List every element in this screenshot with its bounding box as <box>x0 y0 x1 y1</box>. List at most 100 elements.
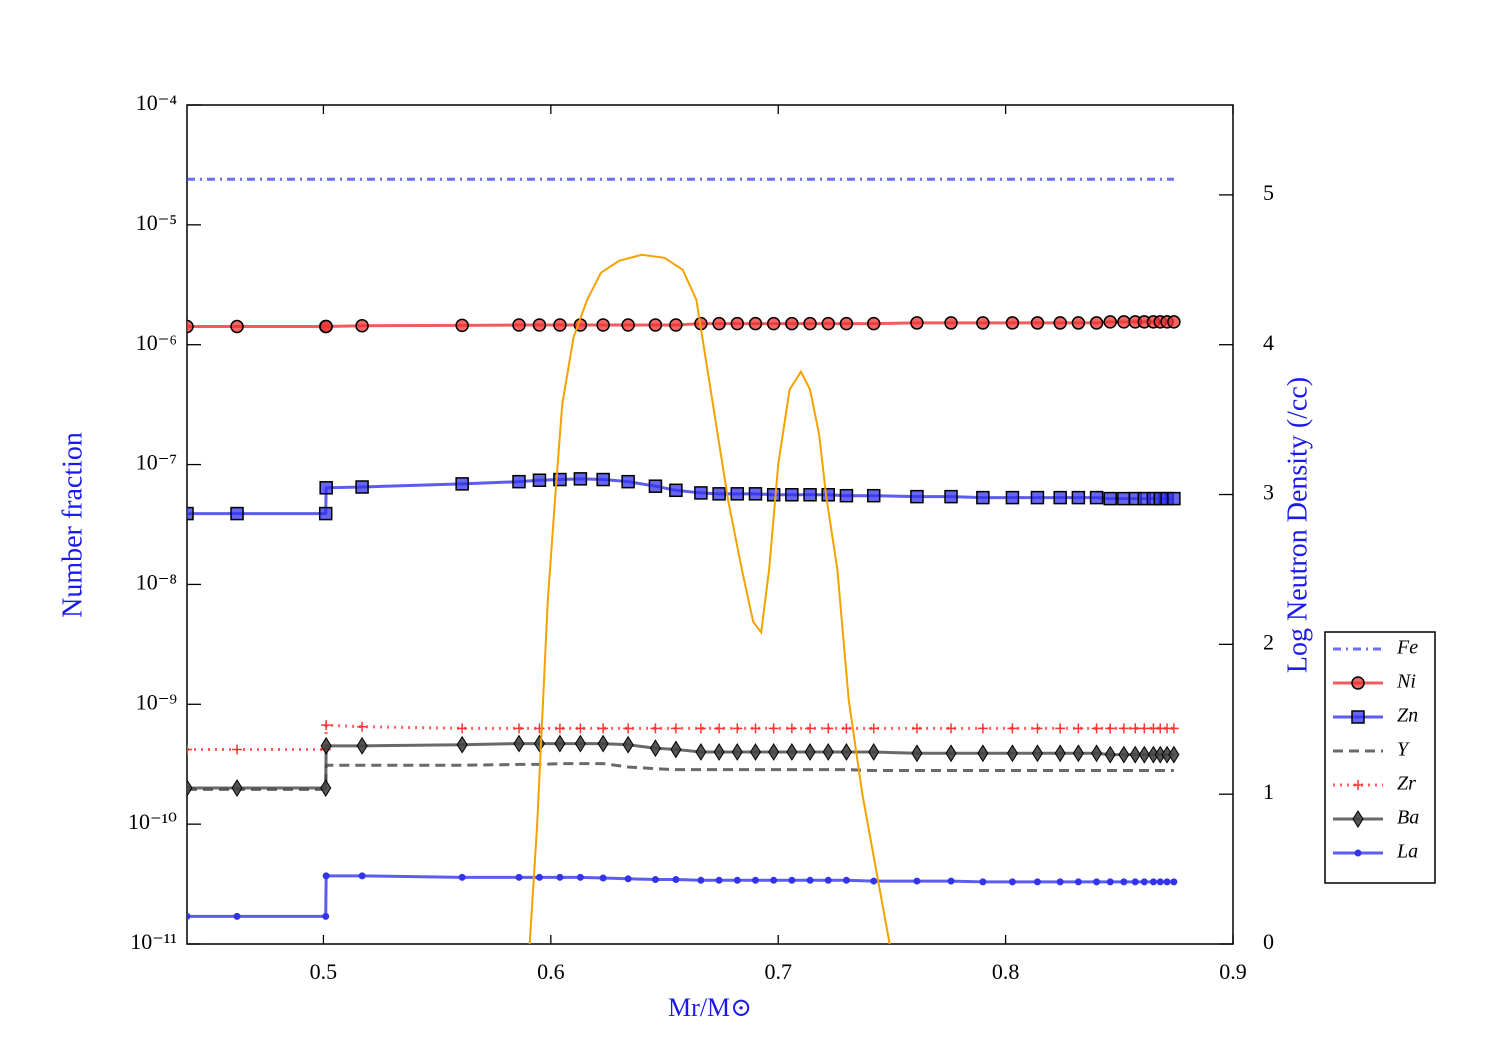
x-axis-label: Mr/M⊙ <box>668 993 752 1022</box>
x-tick-label: 0.8 <box>992 959 1020 984</box>
data-point <box>768 723 779 734</box>
y2-tick-label: 2 <box>1263 629 1274 654</box>
data-point <box>515 873 523 881</box>
data-point <box>770 876 778 884</box>
data-point <box>868 723 879 734</box>
data-point <box>1053 490 1067 505</box>
data-point <box>319 481 333 495</box>
data-point <box>455 477 469 491</box>
data-point <box>751 876 759 884</box>
data-point <box>766 488 781 502</box>
data-point <box>910 316 924 330</box>
data-point <box>750 723 761 734</box>
data-point <box>535 873 543 881</box>
legend-box <box>1324 631 1436 884</box>
series-line <box>187 723 1174 751</box>
x-tick-label: 0.6 <box>537 959 565 984</box>
data-point <box>977 744 989 763</box>
data-point <box>513 734 525 753</box>
data-point <box>821 316 835 331</box>
legend-label: La <box>1396 841 1418 863</box>
data-point <box>1030 316 1045 330</box>
data-point <box>1056 878 1064 886</box>
data-point <box>1074 878 1082 886</box>
data-point <box>322 872 330 880</box>
data-point <box>187 506 194 521</box>
y2-tick-label: 4 <box>1263 330 1274 355</box>
data-point <box>320 779 332 798</box>
data-point <box>187 319 194 334</box>
data-point <box>1053 316 1067 330</box>
data-point <box>1168 745 1180 764</box>
data-point <box>355 480 369 494</box>
data-point <box>513 723 524 734</box>
data-point <box>1130 723 1141 734</box>
data-point <box>455 318 469 333</box>
data-point <box>697 876 705 884</box>
data-point <box>672 876 680 884</box>
plot-frame <box>186 104 1234 945</box>
data-point <box>803 488 817 502</box>
x-tick-label: 0.5 <box>310 959 338 984</box>
series-line <box>187 477 1174 516</box>
data-point <box>712 487 726 501</box>
data-point <box>1073 723 1084 734</box>
plot-area <box>187 177 1181 944</box>
data-point <box>648 479 663 493</box>
data-point <box>596 318 610 332</box>
legend-label: Ba <box>1397 807 1419 829</box>
data-point <box>866 488 881 503</box>
data-point <box>730 487 745 501</box>
y-tick-label: 10⁻⁵ <box>136 210 177 235</box>
data-point <box>556 873 564 881</box>
data-point <box>533 734 546 753</box>
data-point <box>1071 490 1086 505</box>
legend-marker <box>1351 676 1365 690</box>
data-point <box>946 723 957 734</box>
data-point <box>669 318 683 332</box>
data-point <box>231 779 243 798</box>
data-point <box>1090 744 1103 763</box>
data-point <box>976 316 990 330</box>
data-point <box>823 723 834 734</box>
series-line <box>187 742 1174 790</box>
data-point <box>804 743 816 761</box>
data-point <box>576 873 584 881</box>
data-point <box>649 739 662 758</box>
legend-label: Y <box>1397 739 1410 761</box>
x-tick-label: 0.9 <box>1219 959 1247 984</box>
y-tick-label: 10⁻⁴ <box>136 90 178 115</box>
data-point <box>1030 490 1045 505</box>
data-point <box>1071 316 1086 330</box>
data-point <box>868 743 880 761</box>
data-point <box>232 744 243 755</box>
data-point <box>651 876 659 884</box>
data-point <box>730 316 745 331</box>
data-point <box>187 779 193 798</box>
data-point <box>1138 745 1150 764</box>
data-point <box>456 735 468 754</box>
data-point <box>534 723 545 734</box>
data-point <box>840 743 853 761</box>
data-point <box>1105 723 1116 734</box>
data-point <box>947 877 955 885</box>
data-point <box>670 740 682 759</box>
legend-marker <box>1351 710 1365 724</box>
data-point <box>320 736 332 755</box>
data-point <box>841 723 852 734</box>
y2-tick-label: 3 <box>1263 480 1274 505</box>
data-point <box>622 735 634 754</box>
data-point <box>1117 315 1131 329</box>
legend-label: Ni <box>1396 671 1416 693</box>
data-point <box>1131 878 1139 886</box>
data-point <box>512 474 526 489</box>
data-point <box>1005 490 1020 505</box>
data-point <box>1120 878 1128 886</box>
y-tick-label: 10⁻⁸ <box>136 569 177 594</box>
data-point <box>322 912 330 920</box>
data-point <box>945 744 957 763</box>
legend: Fe Ni Zn Y Zr Ba La <box>1324 631 1436 884</box>
data-point <box>786 723 797 734</box>
data-point <box>822 743 834 761</box>
data-point <box>1139 723 1150 734</box>
